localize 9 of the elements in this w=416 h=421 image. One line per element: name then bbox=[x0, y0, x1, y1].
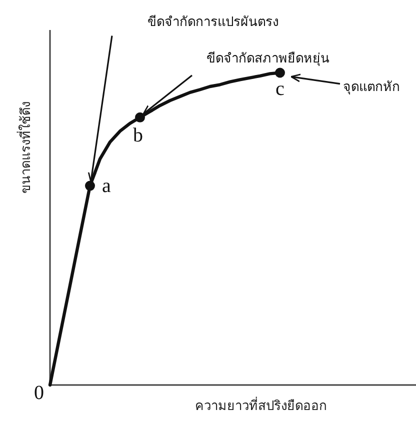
text: จุดแตกหัก bbox=[342, 80, 400, 95]
text: ขีดจำกัดการแปรผันตรง bbox=[148, 14, 278, 30]
annotation: a bbox=[102, 174, 111, 197]
y-axis-title: ขนาดแรงที่ใช้ดึง bbox=[17, 102, 34, 194]
annotation: b bbox=[132, 124, 143, 146]
x-axis-title: ความยาวที่สปริงยืดออก bbox=[195, 397, 327, 414]
text: ขีดจำกัดสภาพยืดหยุ่น bbox=[206, 50, 330, 66]
annotation: c bbox=[276, 78, 285, 100]
text: 0 bbox=[34, 382, 44, 404]
